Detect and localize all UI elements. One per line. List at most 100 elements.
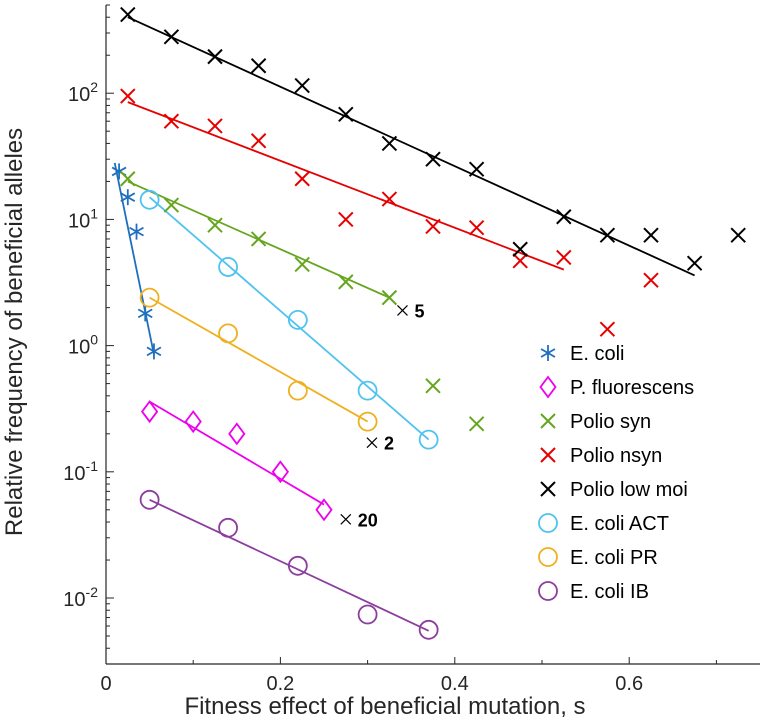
annotation-marker xyxy=(340,513,352,525)
legend-entry: E. coli xyxy=(570,343,624,365)
marker-stroke xyxy=(294,171,310,187)
marker-stroke xyxy=(207,48,223,65)
marker-stroke xyxy=(294,77,310,94)
marker-circle xyxy=(139,287,160,308)
data-point xyxy=(599,227,616,243)
annotation: 20 xyxy=(340,510,378,530)
data-point xyxy=(425,151,441,167)
marker-stroke xyxy=(207,118,223,134)
annotation-label: 5 xyxy=(414,301,424,321)
data-point xyxy=(218,257,238,277)
marker-stroke xyxy=(599,227,616,243)
data-point xyxy=(418,429,439,450)
annotations: 5 2 20 xyxy=(340,301,424,530)
marker-stroke xyxy=(146,346,162,357)
marker-stroke xyxy=(294,256,310,273)
data-point xyxy=(163,197,180,213)
x-tick-label: 0.6 xyxy=(615,673,643,695)
data-point xyxy=(207,48,223,65)
data-point xyxy=(556,249,572,266)
marker-stroke xyxy=(163,113,180,129)
data-point xyxy=(357,604,378,625)
data-point xyxy=(418,619,439,640)
x-tick-label: 0.4 xyxy=(441,673,469,695)
data-point xyxy=(139,189,160,210)
legend-entry: Polio nsyn xyxy=(570,445,662,467)
marker-circle xyxy=(357,380,378,401)
marker-circle xyxy=(538,581,558,601)
data-point xyxy=(207,118,223,134)
data-point xyxy=(139,287,160,308)
data-point xyxy=(294,256,310,273)
data-point xyxy=(357,380,378,401)
marker-circle xyxy=(418,429,439,450)
legend-entry: E. coli IB xyxy=(570,581,649,603)
data-point xyxy=(730,227,746,243)
data-point xyxy=(315,498,333,522)
marker-stroke xyxy=(425,151,441,167)
legend-marker xyxy=(540,413,556,429)
marker-stroke xyxy=(129,226,144,237)
fit-line-0 xyxy=(113,162,155,355)
marker-diamond xyxy=(184,410,202,434)
data-point xyxy=(139,489,160,510)
marker-diamond xyxy=(539,375,557,399)
axes: 0 0.2 0.4 0.6 10-2 10-1 100 101 102 xyxy=(63,4,760,695)
y-tick-label: 10-2 xyxy=(63,584,98,611)
marker-stroke xyxy=(512,241,528,257)
data-point xyxy=(381,135,398,152)
data-point xyxy=(250,231,267,247)
data-point xyxy=(250,58,267,74)
legend-entry: P. fluorescens xyxy=(570,377,694,399)
marker-circle xyxy=(218,257,238,277)
data-point xyxy=(338,106,354,123)
marker-circle xyxy=(139,189,160,210)
x-tick-label: 0.2 xyxy=(266,673,294,695)
marker-stroke xyxy=(599,321,616,337)
fit-lines xyxy=(113,16,695,632)
legend-marker xyxy=(538,581,558,601)
marker-stroke xyxy=(556,249,572,266)
marker-diamond xyxy=(140,400,159,424)
data-point xyxy=(218,517,238,538)
data-point xyxy=(381,191,398,207)
marker-circle xyxy=(357,411,378,432)
data-point xyxy=(294,171,310,187)
annotation-marker xyxy=(397,305,408,316)
marker-stroke xyxy=(250,58,267,74)
marker-stroke xyxy=(111,166,127,177)
marker-stroke xyxy=(250,133,267,149)
data-point xyxy=(338,211,354,228)
data-point xyxy=(140,400,159,424)
marker-stroke xyxy=(468,416,485,432)
marker-stroke xyxy=(643,272,659,288)
fit-line-4 xyxy=(127,16,695,277)
legend-marker xyxy=(538,547,558,567)
data-point xyxy=(468,416,485,432)
marker-circle xyxy=(287,555,308,576)
marker-stroke xyxy=(120,171,136,187)
marker-stroke xyxy=(512,253,528,269)
marker-stroke xyxy=(120,6,136,23)
marker-stroke xyxy=(730,227,746,243)
legend-entry: E. coli ACT xyxy=(570,513,669,535)
marker-circle xyxy=(218,517,238,538)
data-point xyxy=(381,289,398,306)
data-point xyxy=(287,380,308,401)
data-point xyxy=(512,253,528,269)
data-point xyxy=(120,171,136,187)
data-point xyxy=(163,113,180,129)
legend-entry: Polio low moi xyxy=(570,479,688,501)
data-point xyxy=(120,6,136,23)
marker-stroke xyxy=(540,481,556,497)
marker-stroke xyxy=(540,348,556,358)
data-point xyxy=(120,189,136,206)
marker-diamond xyxy=(271,460,290,484)
data-point xyxy=(111,163,127,180)
data-point xyxy=(686,255,703,271)
data-point xyxy=(287,309,308,330)
data-point xyxy=(599,321,616,337)
data-point xyxy=(129,223,144,240)
legend-marker xyxy=(540,345,556,361)
